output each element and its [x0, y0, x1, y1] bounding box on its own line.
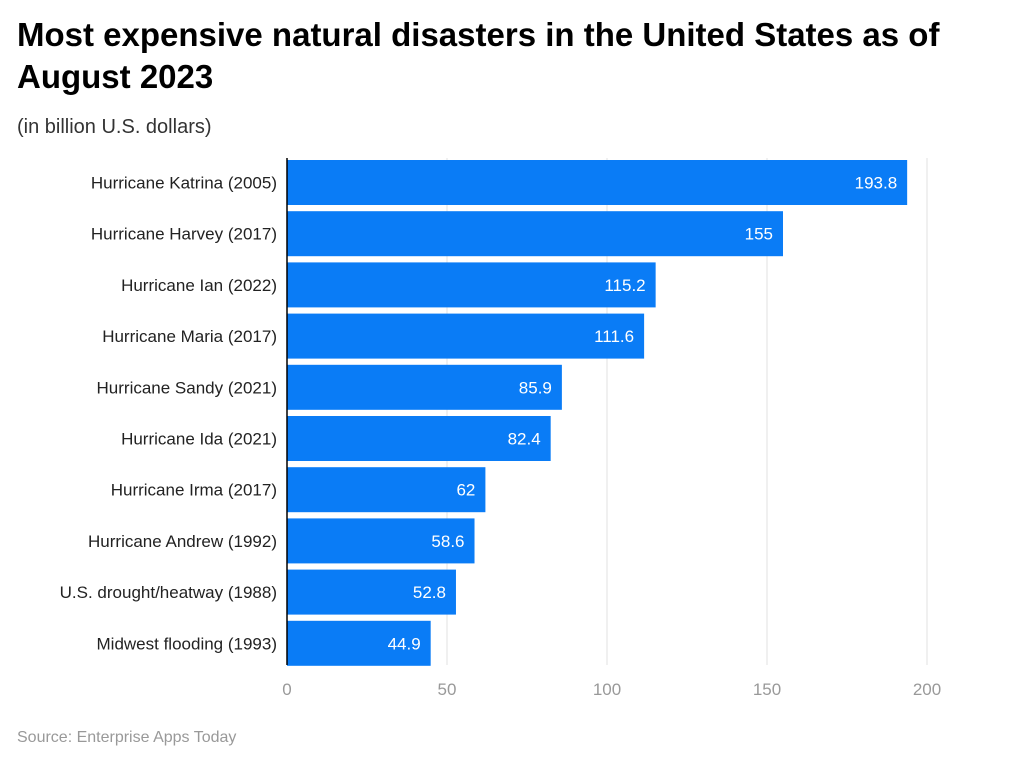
category-label: Hurricane Harvey (2017): [91, 225, 277, 244]
bar: [287, 620, 431, 666]
category-label: Hurricane Katrina (2005): [91, 174, 277, 193]
bar: [287, 518, 475, 564]
x-tick-label: 200: [913, 680, 941, 699]
data-label: 44.9: [388, 634, 421, 653]
bar: [287, 569, 456, 615]
chart-title: Most expensive natural disasters in the …: [17, 16, 940, 95]
data-label: 193.8: [855, 174, 898, 193]
x-tick-label: 50: [438, 680, 457, 699]
category-label: Hurricane Andrew (1992): [88, 532, 277, 551]
data-label: 85.9: [519, 378, 552, 397]
bar: [287, 313, 645, 359]
bar: [287, 211, 783, 257]
bar: [287, 364, 562, 410]
data-label: 58.6: [431, 532, 464, 551]
data-label: 115.2: [604, 276, 645, 295]
bar: [287, 160, 908, 205]
chart-subtitle: (in billion U.S. dollars): [17, 116, 212, 138]
category-label: Hurricane Ida (2021): [121, 430, 277, 449]
category-label: Hurricane Maria (2017): [102, 327, 277, 346]
data-label: 82.4: [508, 430, 541, 449]
x-tick-label: 100: [593, 680, 621, 699]
category-label: Hurricane Sandy (2021): [97, 378, 277, 397]
bar: [287, 467, 486, 513]
data-label: 111.6: [594, 327, 634, 346]
data-label: 62: [456, 481, 475, 500]
category-label: Hurricane Irma (2017): [111, 481, 277, 500]
category-label: Midwest flooding (1993): [97, 634, 277, 653]
data-label: 52.8: [413, 583, 446, 602]
category-label: Hurricane Ian (2022): [121, 276, 277, 295]
category-label: U.S. drought/heatway (1988): [60, 583, 277, 602]
source-note: Source: Enterprise Apps Today: [17, 729, 237, 746]
x-tick-label: 0: [282, 680, 291, 699]
x-tick-label: 150: [753, 680, 781, 699]
bar: [287, 262, 656, 308]
data-label: 155: [745, 225, 773, 244]
bar: [287, 416, 551, 461]
